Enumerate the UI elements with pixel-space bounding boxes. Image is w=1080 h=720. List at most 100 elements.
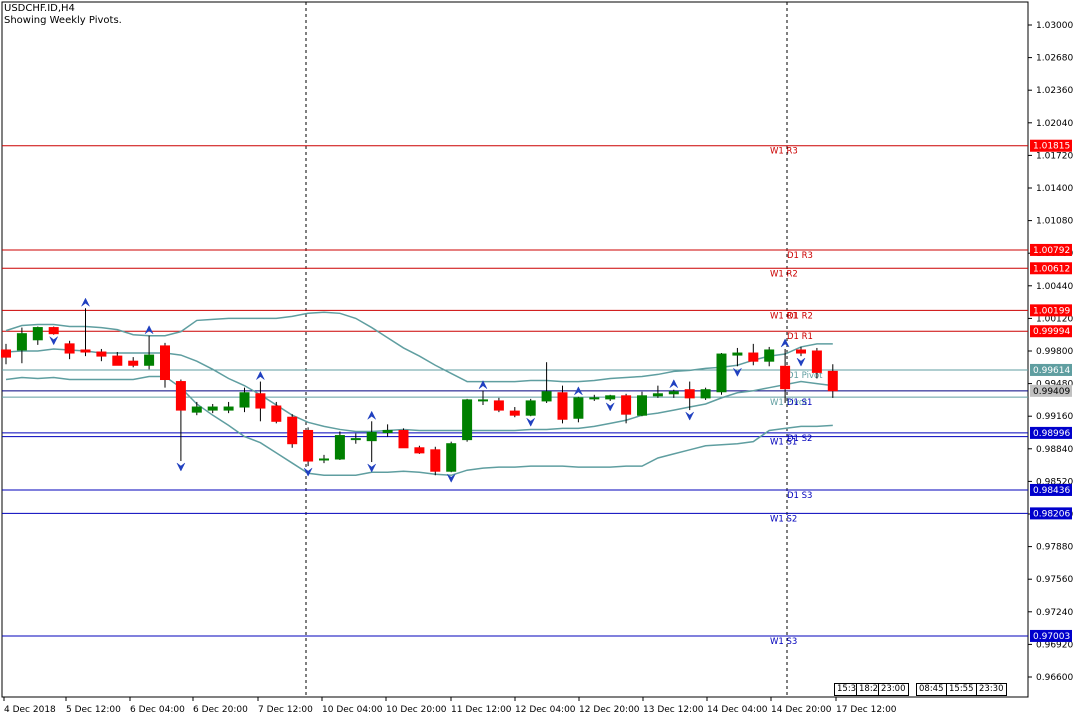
price-tag: 0.98996 xyxy=(1033,429,1070,439)
candle-body xyxy=(605,395,616,400)
candle-body xyxy=(493,400,504,411)
candle xyxy=(541,362,552,403)
session-time-box: 23:30 xyxy=(976,683,1007,696)
candle xyxy=(716,353,727,395)
x-tick-label: 14 Dec 20:00 xyxy=(771,705,832,715)
candle-body xyxy=(223,406,234,411)
fractal-arrow-up xyxy=(81,297,90,307)
candle-body xyxy=(796,349,806,354)
x-tick-label: 5 Dec 12:00 xyxy=(66,705,121,715)
candle xyxy=(684,381,695,411)
candle-body xyxy=(621,395,632,415)
pivot-label: W1 Pivot xyxy=(770,398,808,408)
candle xyxy=(652,385,663,398)
candle xyxy=(478,390,488,405)
candle xyxy=(239,387,250,413)
candle-body xyxy=(509,410,520,416)
x-tick-label: 11 Dec 12:00 xyxy=(451,705,512,715)
x-tick-label: 12 Dec 04:00 xyxy=(515,705,576,715)
price-tag: 1.01815 xyxy=(1033,142,1070,152)
candle xyxy=(48,326,59,335)
fractal-arrow-down xyxy=(605,402,615,412)
fractal-arrow-up xyxy=(144,325,154,334)
fractal-arrow-down xyxy=(176,462,186,472)
candle xyxy=(64,340,75,360)
pivot-label: D1 S3 xyxy=(787,491,812,501)
y-tick-label: 1.02040 xyxy=(1036,119,1073,129)
price-tag: 1.00612 xyxy=(1033,264,1070,274)
price-tag-box xyxy=(1030,483,1072,496)
candle-body xyxy=(668,391,679,395)
x-tick-label: 7 Dec 12:00 xyxy=(258,705,313,715)
candle-body xyxy=(748,352,759,362)
candle-body xyxy=(239,392,250,408)
candle-body xyxy=(144,354,155,366)
price-tag: 0.99614 xyxy=(1033,366,1070,376)
candle-body xyxy=(191,406,202,413)
candle-body xyxy=(112,355,123,366)
candle-body xyxy=(446,443,457,472)
fractal-arrow-down xyxy=(526,418,535,427)
candle-body xyxy=(716,353,727,393)
candle-body xyxy=(32,327,43,341)
current-price-tag: 0.99409 xyxy=(1033,387,1070,397)
candle-body xyxy=(764,349,775,362)
candle-body xyxy=(525,400,536,416)
fractal-arrow-up xyxy=(367,410,376,420)
price-tag-box xyxy=(1030,507,1072,520)
candle xyxy=(573,396,584,423)
candle xyxy=(80,308,91,357)
candle-body xyxy=(732,352,743,356)
session-time-box: 23:00 xyxy=(878,683,909,696)
candle xyxy=(334,431,345,461)
candle-body xyxy=(271,405,282,422)
y-tick-label: 1.01080 xyxy=(1036,217,1073,227)
candle-body xyxy=(366,432,377,442)
candle-body xyxy=(96,351,107,357)
candle xyxy=(287,414,298,448)
candle-body xyxy=(637,395,647,416)
y-tick-label: 1.02680 xyxy=(1036,54,1073,64)
y-tick-label: 1.03000 xyxy=(1036,21,1073,31)
fractal-arrow-down xyxy=(685,411,694,421)
x-tick-label: 10 Dec 20:00 xyxy=(386,705,447,715)
candle xyxy=(398,428,409,449)
fractal-arrow-down xyxy=(303,467,313,477)
price-tag-box xyxy=(1030,262,1072,275)
y-tick-label: 0.97240 xyxy=(1036,608,1073,618)
candle-body xyxy=(80,349,91,353)
candle xyxy=(160,342,170,388)
price-tag-box xyxy=(1030,426,1072,439)
fractal-arrow-down xyxy=(49,336,58,346)
candle xyxy=(191,401,202,416)
symbol-title: USDCHF.ID,H4 xyxy=(4,3,75,14)
candle-body xyxy=(175,381,186,411)
fractal-arrow-down xyxy=(733,368,742,377)
candle xyxy=(144,335,155,370)
candle xyxy=(780,348,791,403)
session-time-box: 15:55 xyxy=(946,683,977,696)
candle xyxy=(509,407,520,418)
candle-body xyxy=(430,449,441,472)
candle xyxy=(748,343,759,366)
candle xyxy=(414,445,425,454)
candle xyxy=(303,427,314,467)
candle-body xyxy=(462,399,473,441)
pivot-label: W1 S3 xyxy=(770,637,797,647)
candle-body xyxy=(1,349,11,358)
session-time-box: 08:45 xyxy=(916,683,947,696)
candle-body xyxy=(48,327,59,335)
candle xyxy=(255,381,266,422)
candle-body xyxy=(303,429,314,462)
y-tick-label: 1.02360 xyxy=(1036,86,1073,96)
candle-body xyxy=(334,435,345,460)
candle-body xyxy=(319,458,329,461)
candle-body xyxy=(207,406,218,411)
fractal-arrow-up xyxy=(780,338,790,348)
price-tag: 0.98436 xyxy=(1033,486,1070,496)
bollinger-middle xyxy=(5,348,833,433)
price-tag: 0.99994 xyxy=(1033,327,1070,337)
pivot-label: D1 R2 xyxy=(787,311,813,321)
candle xyxy=(668,389,679,398)
